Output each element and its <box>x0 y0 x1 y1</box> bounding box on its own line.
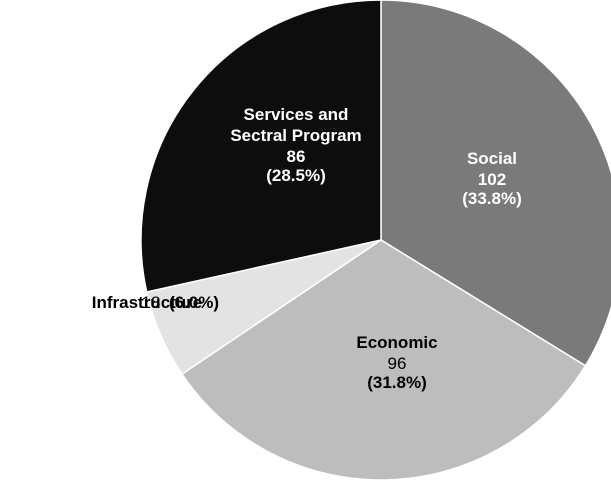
data-label-economic-name-0: Economic <box>356 333 437 352</box>
data-label-services-and-sectral-program-name-1: Sectral Program <box>230 126 361 145</box>
data-label-social-value: 102 <box>478 170 506 189</box>
data-label-infrastructure-value: 18 <box>142 293 161 312</box>
data-label-infrastructure-percent: (6.0%) <box>169 293 219 312</box>
data-label-social-name-0: Social <box>467 149 517 168</box>
data-label-economic-percent: (31.8%) <box>367 373 427 392</box>
data-label-services-and-sectral-program-name-0: Services and <box>244 105 349 124</box>
data-label-services-and-sectral-program-value: 86 <box>287 147 306 166</box>
data-label-social-percent: (33.8%) <box>462 189 522 208</box>
data-label-services-and-sectral-program-percent: (28.5%) <box>266 166 326 185</box>
pie-slice-services-and-sectral-program <box>140 0 382 293</box>
data-label-infrastructure-name: Infrastructure <box>92 293 203 312</box>
data-label-economic-value: 96 <box>388 354 407 373</box>
pie-slice-social <box>380 0 611 367</box>
